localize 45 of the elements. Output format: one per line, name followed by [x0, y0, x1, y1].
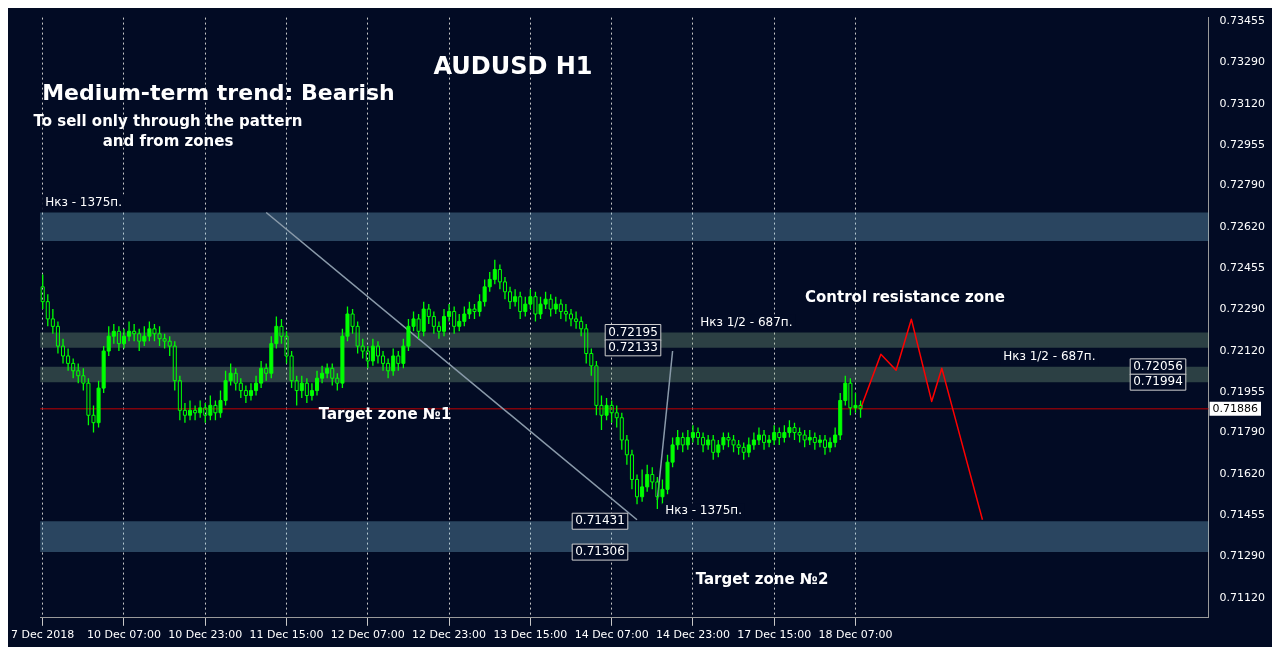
- y-tick-label: 0.72290: [1219, 301, 1266, 315]
- y-tick-label: 0.72790: [1219, 178, 1266, 192]
- band-label: Нкз - 1375п.: [45, 194, 122, 209]
- candlestick: [822, 434, 828, 456]
- band-label: Нкз - 1375п.: [665, 503, 742, 518]
- annotation: 0.72133: [608, 339, 658, 354]
- annotation: Control resistance zone: [805, 287, 1005, 306]
- y-tick-label: 0.71290: [1219, 548, 1266, 562]
- x-tick-label: 11 Dec 15:00: [249, 628, 324, 642]
- annotation: Target zone №1: [318, 404, 452, 423]
- x-tick-label: 14 Dec 07:00: [574, 628, 649, 642]
- annotation: 0.72195: [608, 324, 658, 339]
- annotation: 0.71994: [1133, 374, 1183, 389]
- x-tick-label: 14 Dec 23:00: [655, 628, 730, 642]
- annotation: Target zone №2: [695, 569, 829, 588]
- text: Medium-term trend: Bearish: [42, 80, 395, 106]
- y-tick-label: 0.73290: [1219, 54, 1266, 68]
- y-tick-label: 0.72455: [1219, 261, 1266, 275]
- x-tick-label: 13 Dec 15:00: [493, 628, 568, 642]
- y-tick-label: 0.73120: [1219, 96, 1266, 110]
- text: AUDUSD H1: [433, 51, 593, 80]
- y-tick-label: 0.71790: [1219, 425, 1266, 439]
- x-tick-label: 18 Dec 07:00: [818, 628, 893, 642]
- x-tick-label: 12 Dec 07:00: [330, 628, 405, 642]
- x-tick-label: 17 Dec 15:00: [737, 628, 812, 642]
- candlestick: [568, 308, 574, 327]
- x-tick-label: 10 Dec 23:00: [168, 628, 243, 642]
- x-tick-label: 7 Dec 2018: [11, 628, 75, 642]
- y-tick-label: 0.73455: [1219, 14, 1266, 28]
- annotation: 0.71306: [575, 544, 625, 559]
- y-tick-label: 0.72955: [1219, 137, 1266, 151]
- band-label: Нкз 1/2 - 687п.: [700, 314, 793, 329]
- ref-line-label: 0.71886: [1212, 401, 1259, 415]
- annotation: To sell only through the pattern and from zones: [33, 112, 303, 151]
- annotation: 0.72056: [1133, 358, 1183, 373]
- y-tick-label: 0.71955: [1219, 384, 1266, 398]
- x-tick-label: 12 Dec 23:00: [412, 628, 487, 642]
- x-tick-label: 10 Dec 07:00: [86, 628, 161, 642]
- annotation: 0.71431: [575, 513, 625, 528]
- y-tick-label: 0.71120: [1219, 590, 1266, 604]
- y-tick-label: 0.71620: [1219, 467, 1266, 481]
- y-tick-label: 0.71455: [1219, 508, 1266, 522]
- band-label: Нкз 1/2 - 687п.: [1003, 348, 1096, 363]
- y-tick-label: 0.72620: [1219, 220, 1266, 234]
- y-tick-label: 0.72120: [1219, 343, 1266, 357]
